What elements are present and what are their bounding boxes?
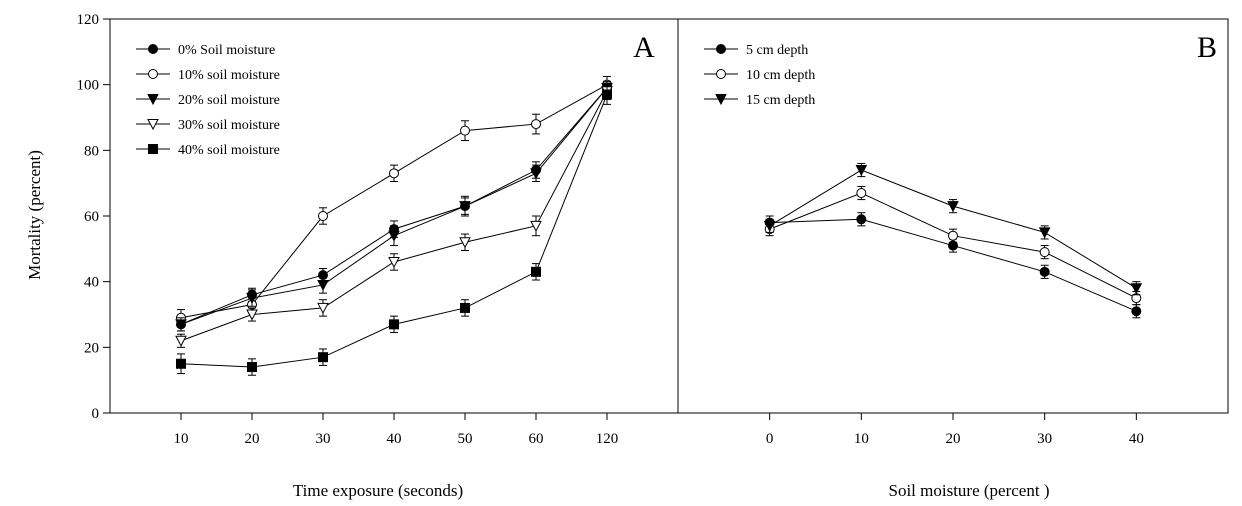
data-point — [1038, 227, 1051, 239]
series-open-circle — [176, 75, 612, 327]
legend-item: 5 cm depth — [704, 43, 808, 58]
data-point — [602, 89, 612, 100]
data-point — [176, 358, 186, 369]
data-point — [388, 230, 400, 242]
data-point — [1130, 283, 1143, 295]
data-point — [460, 125, 470, 136]
y-axis: 0 20 40 60 80 100 120 — [77, 12, 110, 422]
data-point — [317, 302, 329, 315]
x-tick-label: 0 — [766, 431, 774, 447]
data-point — [459, 237, 471, 249]
series-filled-triangle-down — [763, 162, 1143, 296]
legend-item: 10% soil moisture — [136, 68, 280, 83]
legend-label: 10 cm depth — [746, 68, 815, 83]
x-tick-label: 50 — [458, 431, 473, 447]
data-point — [763, 220, 776, 232]
x-tick-label: 10 — [854, 431, 869, 447]
data-point — [148, 69, 158, 79]
x-axis-label-a: Time exposure (seconds) — [293, 481, 463, 500]
data-point — [948, 230, 958, 241]
data-point — [318, 211, 328, 221]
y-tick-label: 80 — [84, 143, 99, 159]
legend-item: 0% Soil moisture — [136, 43, 275, 58]
data-point — [148, 144, 158, 154]
legend-label: 40% soil moisture — [178, 143, 280, 158]
y-tick-label: 0 — [92, 406, 100, 422]
y-tick-label: 120 — [77, 12, 100, 28]
data-point — [1131, 306, 1142, 317]
legend-item: 40% soil moisture — [136, 143, 280, 158]
data-point — [246, 309, 258, 321]
legend-label: 0% Soil moisture — [178, 43, 275, 58]
data-point — [531, 266, 541, 277]
x-tick-label: 20 — [245, 431, 260, 447]
data-point — [389, 168, 399, 179]
data-point — [715, 94, 727, 106]
data-point — [716, 44, 726, 54]
x-tick-label: 20 — [946, 431, 961, 447]
data-point — [1039, 247, 1050, 258]
data-point — [147, 119, 159, 131]
y-tick-label: 20 — [84, 340, 99, 356]
legend-label: 20% soil moisture — [178, 93, 280, 108]
legend-item: 15 cm depth — [704, 93, 815, 108]
legend-label: 30% soil moisture — [178, 118, 280, 133]
data-point — [389, 319, 399, 330]
y-tick-label: 40 — [84, 275, 99, 291]
x-tick-label: 60 — [529, 431, 544, 447]
series-open-circle — [764, 185, 1142, 306]
legend-label: 10% soil moisture — [178, 68, 280, 83]
legend-item: 30% soil moisture — [136, 118, 280, 133]
series-filled-circle — [764, 212, 1142, 319]
data-point — [855, 165, 868, 177]
data-point — [856, 214, 867, 225]
legend-label: 15 cm depth — [746, 93, 815, 108]
data-point — [856, 188, 867, 199]
data-point — [531, 119, 541, 130]
data-point — [388, 256, 400, 269]
legend-item: 20% soil moisture — [136, 93, 280, 108]
y-tick-label: 60 — [84, 209, 99, 225]
x-tick-label: 10 — [174, 431, 189, 447]
data-point — [530, 168, 542, 180]
x-tick-label: 40 — [1129, 431, 1144, 447]
data-point — [148, 44, 158, 54]
series-filled-triangle-down — [175, 80, 613, 332]
panel-label-a: A — [633, 31, 655, 64]
data-point — [459, 201, 471, 213]
legend-label: 5 cm depth — [746, 43, 808, 58]
data-point — [716, 69, 726, 79]
series-filled-square — [176, 84, 612, 376]
x-axis-label-b: Soil moisture (percent ) — [889, 481, 1050, 500]
x-tick-label: 30 — [1037, 431, 1052, 447]
x-tick-label: 40 — [387, 431, 402, 447]
data-point — [147, 94, 159, 106]
data-point — [246, 293, 258, 305]
data-point — [1039, 266, 1050, 277]
y-axis-label: Mortality (percent) — [25, 150, 44, 280]
panel-label-b: B — [1197, 31, 1217, 64]
data-point — [317, 279, 329, 292]
legend: 5 cm depth 10 cm depth 15 cm depth — [704, 43, 815, 108]
data-point — [247, 362, 257, 373]
y-tick-label: 100 — [77, 78, 100, 94]
data-point — [175, 319, 187, 331]
x-tick-label: 120 — [596, 431, 619, 447]
legend: 0% Soil moisture 10% soil moisture 20% soi… — [136, 43, 280, 158]
data-point — [460, 302, 470, 313]
data-point — [175, 335, 187, 347]
data-point — [947, 201, 959, 213]
x-tick-label: 30 — [316, 431, 331, 447]
legend-item: 10 cm depth — [704, 68, 815, 83]
panel-b: 0 10 20 30 40 5 cm depth 10 cm depth 15 cm dept… — [704, 43, 1144, 447]
panel-a: 10 20 30 40 50 60 120 0% Soil moisture 10% soil … — [136, 43, 618, 447]
data-point — [318, 352, 328, 363]
data-point — [530, 220, 542, 232]
